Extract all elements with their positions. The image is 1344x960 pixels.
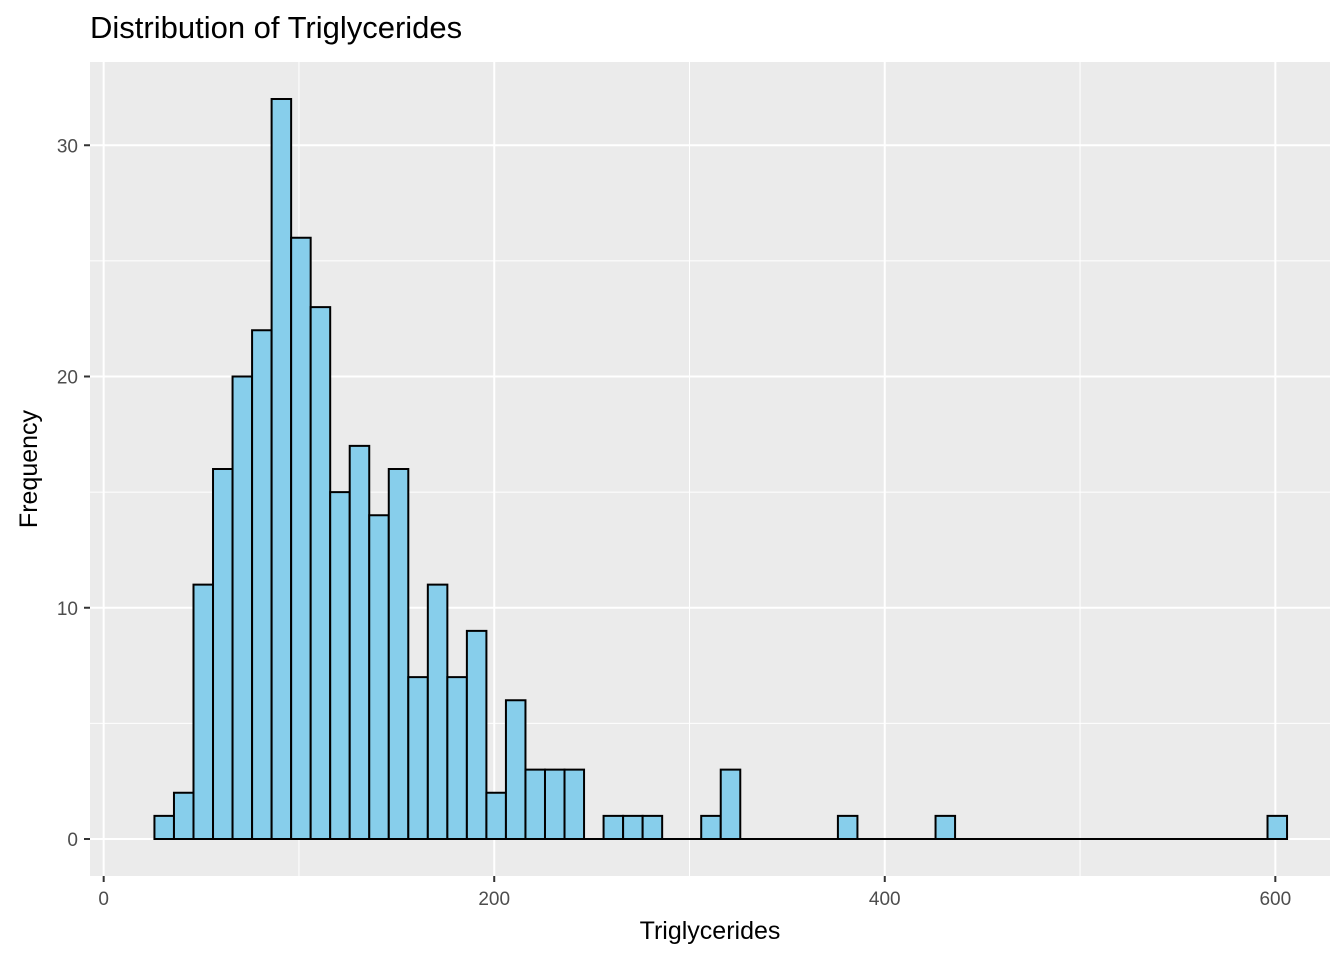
histogram-bar: [212, 468, 234, 840]
histogram-bar: [1266, 814, 1289, 840]
histogram-bar: [641, 814, 664, 840]
histogram-bar: [602, 814, 625, 840]
histogram-bar: [153, 814, 175, 840]
histogram-bar: [622, 814, 644, 840]
y-tick-label: 20: [57, 368, 78, 389]
histogram-bar: [563, 768, 586, 840]
y-axis-title: Frequency: [15, 409, 43, 528]
histogram-bar: [192, 583, 215, 840]
y-tick-label: 0: [67, 830, 78, 851]
histogram-bar: [290, 236, 312, 840]
x-tick-label: 200: [478, 889, 510, 910]
histogram-bar: [465, 629, 488, 840]
chart-title: Distribution of Triglycerides: [90, 10, 463, 45]
y-tick-label: 30: [57, 136, 78, 157]
histogram-bar: [251, 329, 273, 840]
histogram-bar: [387, 468, 410, 840]
histogram-bar: [700, 814, 722, 840]
y-tick-label: 10: [57, 599, 78, 620]
histogram-bar: [309, 306, 332, 840]
histogram-bar: [836, 814, 859, 840]
histogram-bar: [368, 514, 390, 840]
histogram-bar: [485, 791, 507, 840]
histogram-bar: [426, 583, 449, 840]
histogram-bar: [504, 699, 527, 840]
x-axis-title: Triglycerides: [640, 917, 781, 945]
x-tick-label: 600: [1259, 889, 1291, 910]
x-tick-label: 0: [98, 889, 109, 910]
histogram-bar: [329, 491, 351, 840]
x-tick-label: 400: [869, 889, 901, 910]
histogram-bar: [543, 768, 566, 840]
histogram-bar: [407, 676, 429, 840]
histogram-bar: [270, 98, 293, 840]
histogram-bar: [446, 676, 468, 840]
histogram-bar: [524, 768, 546, 840]
histogram-bar: [348, 444, 371, 840]
histogram-bar: [172, 791, 195, 840]
histogram-bar: [719, 768, 742, 840]
histogram-bar: [231, 375, 254, 840]
histogram-bar: [934, 814, 957, 840]
